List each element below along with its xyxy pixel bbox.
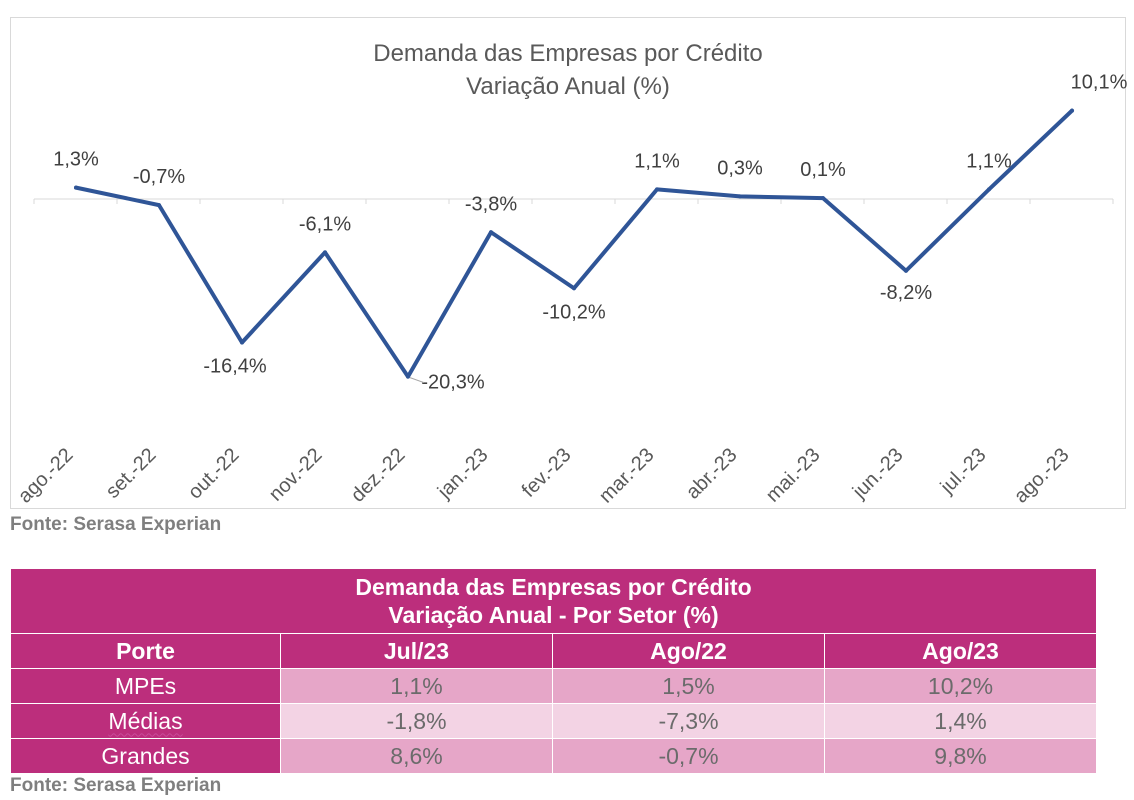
line-chart: Demanda das Empresas por Crédito Variaçã… [14, 40, 1127, 508]
x-tick-label: mar.-23 [595, 444, 659, 508]
x-tick-label: out.-22 [184, 444, 244, 504]
table-row: Médias -1,8% -7,3% 1,4% [10, 703, 1098, 739]
data-point [74, 185, 78, 190]
chart-title: Demanda das Empresas por Crédito [373, 40, 763, 67]
table-row-label: Médias [10, 703, 281, 739]
chart-source-note: Fonte: Serasa Experian [10, 514, 222, 535]
x-tick-label: fev.-23 [518, 444, 576, 502]
table-header-porte: Porte [10, 633, 281, 669]
table-source-note: Fonte: Serasa Experian [10, 775, 222, 796]
table-cell: 1,4% [823, 703, 1098, 739]
chart-subtitle: Variação Anual (%) [466, 73, 670, 100]
data-label: 1,1% [634, 150, 680, 172]
table-title-line1: Demanda das Empresas por Crédito [355, 574, 752, 600]
data-point [738, 194, 742, 199]
data-point [821, 196, 825, 201]
table-header-ago23: Ago/23 [823, 633, 1098, 669]
table-title-line2: Variação Anual - Por Setor (%) [388, 602, 719, 628]
data-label: -6,1% [299, 213, 351, 235]
sector-demand-table: Demanda das Empresas por Crédito Variaçã… [9, 568, 1098, 774]
data-label-leader [409, 377, 425, 384]
data-point [323, 250, 327, 255]
series-line [74, 108, 1074, 379]
table-cell: 9,8% [823, 738, 1098, 774]
data-point [572, 286, 576, 291]
x-tick-label: ago.-23 [1010, 444, 1074, 508]
data-label: -3,8% [465, 193, 517, 215]
x-tick-label: set.-22 [102, 444, 161, 503]
x-tick-label: jan.-23 [433, 444, 493, 504]
x-tick-label: abr.-23 [682, 444, 742, 504]
table-row-label-text: Médias [108, 707, 183, 734]
table-cell: 10,2% [823, 668, 1098, 704]
x-tick-label: ago.-22 [14, 444, 78, 508]
data-label: 1,3% [53, 149, 99, 171]
table-cell: 1,1% [280, 668, 553, 704]
data-point [1070, 108, 1074, 113]
table-row: MPEs 1,1% 1,5% 10,2% [10, 668, 1098, 704]
data-label: -8,2% [880, 282, 932, 304]
table-cell: 8,6% [280, 738, 553, 774]
data-label: 0,3% [717, 157, 763, 179]
data-point [489, 230, 493, 235]
table-row: Grandes 8,6% -0,7% 9,8% [10, 738, 1098, 774]
table-header-ago22: Ago/22 [552, 633, 825, 669]
x-tick-label: jul.-23 [936, 444, 991, 499]
data-point [655, 187, 659, 192]
data-point [987, 187, 991, 192]
data-label: -20,3% [421, 372, 485, 394]
data-label: -16,4% [203, 356, 267, 378]
table-cell: -1,8% [280, 703, 553, 739]
data-point [904, 268, 908, 273]
data-label: -0,7% [133, 166, 185, 188]
x-tick-label: mai.-23 [762, 444, 825, 507]
table-cell: -7,3% [552, 703, 825, 739]
table-header-jul23: Jul/23 [280, 633, 553, 669]
table-row-label: MPEs [10, 668, 281, 704]
table-title: Demanda das Empresas por Crédito Variaçã… [9, 568, 1098, 634]
line-chart-frame: Demanda das Empresas por Crédito Variaçã… [10, 17, 1127, 509]
data-point [406, 374, 410, 379]
x-tick-label: nov.-22 [265, 444, 327, 506]
x-tick-label: dez.-22 [347, 444, 410, 507]
table-cell: -0,7% [552, 738, 825, 774]
data-label: 1,1% [966, 150, 1012, 172]
data-label: -10,2% [542, 301, 606, 323]
data-point [157, 203, 161, 208]
table-cell: 1,5% [552, 668, 825, 704]
data-point [240, 340, 244, 345]
x-tick-label: jun.-23 [848, 444, 908, 504]
data-label: 0,1% [800, 159, 846, 181]
table-row-label: Grandes [10, 738, 281, 774]
data-label: 10,1% [1071, 72, 1127, 94]
